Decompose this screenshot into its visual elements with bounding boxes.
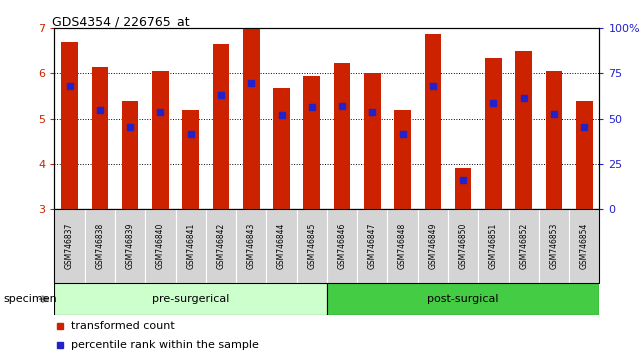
- Bar: [54, 209, 85, 283]
- Text: GSM746847: GSM746847: [368, 223, 377, 269]
- Bar: [92, 67, 108, 209]
- Bar: [54, 283, 327, 315]
- Bar: [334, 63, 351, 209]
- Text: percentile rank within the sample: percentile rank within the sample: [71, 341, 259, 350]
- Text: GSM746853: GSM746853: [549, 223, 558, 269]
- Text: transformed count: transformed count: [71, 321, 174, 331]
- Text: GSM746842: GSM746842: [217, 223, 226, 269]
- Bar: [146, 209, 176, 283]
- Bar: [357, 209, 387, 283]
- Text: GSM746838: GSM746838: [96, 223, 104, 269]
- Bar: [297, 209, 327, 283]
- Text: GDS4354 / 226765_at: GDS4354 / 226765_at: [52, 15, 189, 28]
- Text: post-surgical: post-surgical: [428, 294, 499, 304]
- Bar: [539, 209, 569, 283]
- Text: GSM746843: GSM746843: [247, 223, 256, 269]
- Bar: [394, 110, 411, 209]
- Bar: [85, 209, 115, 283]
- Bar: [448, 209, 478, 283]
- Bar: [387, 209, 418, 283]
- Bar: [418, 209, 448, 283]
- Text: GSM746837: GSM746837: [65, 223, 74, 269]
- Bar: [236, 209, 267, 283]
- Text: GSM746854: GSM746854: [579, 223, 588, 269]
- Text: GSM746845: GSM746845: [307, 223, 316, 269]
- Bar: [176, 209, 206, 283]
- Text: GSM746852: GSM746852: [519, 223, 528, 269]
- Text: GSM746848: GSM746848: [398, 223, 407, 269]
- Bar: [485, 58, 502, 209]
- Bar: [62, 42, 78, 209]
- Bar: [508, 209, 539, 283]
- Text: GSM746844: GSM746844: [277, 223, 286, 269]
- Text: GSM746851: GSM746851: [489, 223, 498, 269]
- Bar: [364, 74, 381, 209]
- Bar: [455, 168, 471, 209]
- Bar: [478, 209, 508, 283]
- Bar: [515, 51, 532, 209]
- Text: pre-surgerical: pre-surgerical: [152, 294, 229, 304]
- Bar: [243, 28, 260, 209]
- Bar: [206, 209, 236, 283]
- Bar: [303, 76, 320, 209]
- Text: GSM746846: GSM746846: [338, 223, 347, 269]
- Bar: [327, 283, 599, 315]
- Bar: [115, 209, 146, 283]
- Text: GSM746850: GSM746850: [458, 223, 468, 269]
- Bar: [122, 102, 138, 209]
- Bar: [267, 209, 297, 283]
- Bar: [545, 71, 562, 209]
- Bar: [424, 34, 441, 209]
- Bar: [152, 71, 169, 209]
- Bar: [569, 209, 599, 283]
- Bar: [327, 209, 357, 283]
- Text: GSM746839: GSM746839: [126, 223, 135, 269]
- Bar: [183, 110, 199, 209]
- Text: specimen: specimen: [3, 294, 57, 304]
- Text: GSM746840: GSM746840: [156, 223, 165, 269]
- Text: GSM746841: GSM746841: [186, 223, 196, 269]
- Bar: [273, 88, 290, 209]
- Bar: [576, 102, 592, 209]
- Bar: [213, 44, 229, 209]
- Text: GSM746849: GSM746849: [428, 223, 437, 269]
